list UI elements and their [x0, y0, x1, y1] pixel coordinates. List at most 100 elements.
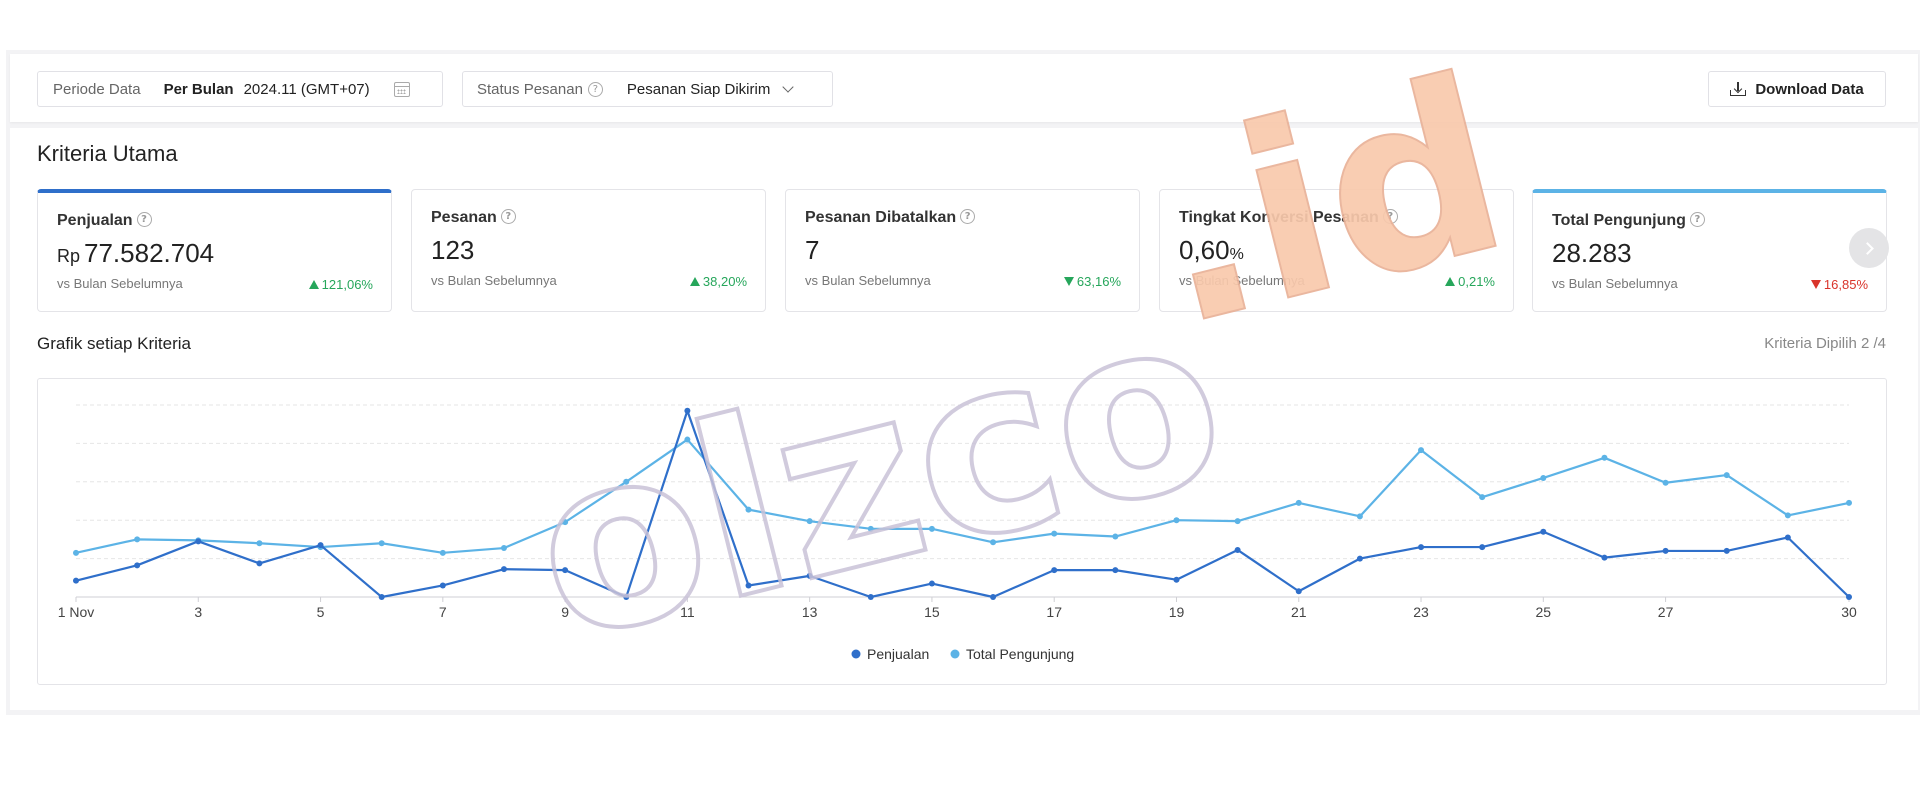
series-line-total-pengunjung	[75, 438, 1850, 554]
data-point	[623, 594, 630, 600]
data-point	[134, 536, 141, 543]
data-point	[1723, 547, 1730, 554]
data-point	[1846, 499, 1852, 506]
x-tick-label: 17	[1046, 604, 1062, 620]
data-point	[1662, 479, 1669, 486]
help-icon[interactable]: ?	[136, 212, 152, 228]
data-point	[439, 582, 446, 589]
card-title: Pesanan?	[431, 209, 516, 227]
card-change: 121,06%	[308, 277, 373, 292]
help-icon[interactable]: ?	[1382, 209, 1398, 225]
chart-container: 1 Nov 3 5 7 9 11 13 15 17 19 21 23 25 27 30 Penjualan To…	[37, 378, 1887, 685]
data-point	[1418, 447, 1425, 454]
x-tick-label: 3	[194, 604, 202, 620]
data-point	[1173, 517, 1180, 524]
calendar-icon[interactable]	[393, 81, 410, 97]
data-point	[1112, 567, 1119, 574]
card-title: Tingkat Konversi Pesanan?	[1179, 209, 1398, 227]
data-point	[378, 540, 385, 547]
data-point	[562, 567, 569, 574]
metric-card-pesanan[interactable]: Pesanan? 123 vs Bulan Sebelumnya 38,20%	[411, 189, 766, 312]
legend-label: Total Pengunjung	[966, 646, 1074, 662]
line-chart: 1 Nov 3 5 7 9 11 13 15 17 19 21 23 25 27 30 Penjualan To…	[58, 404, 1857, 662]
data-point	[867, 594, 874, 600]
card-title: Pesanan Dibatalkan?	[805, 209, 976, 227]
x-tick-label: 15	[924, 604, 940, 620]
arrow-up-icon	[689, 277, 700, 286]
x-tick-label: 19	[1169, 604, 1185, 620]
data-point	[1295, 499, 1302, 506]
metric-card-penjualan[interactable]: Penjualan? Rp 77.582.704 vs Bulan Sebelum…	[37, 189, 392, 312]
data-point	[378, 594, 385, 600]
help-icon[interactable]: ?	[1689, 212, 1705, 228]
data-point	[806, 572, 813, 579]
next-cards-button[interactable]	[1849, 228, 1889, 268]
chevron-down-icon	[782, 81, 794, 93]
card-value: Rp 77.582.704	[57, 238, 215, 268]
download-label: Download Data	[1755, 80, 1864, 98]
data-point	[806, 518, 813, 525]
data-point	[317, 542, 324, 549]
card-value: 0,60%	[1179, 235, 1244, 265]
card-subtitle: vs Bulan Sebelumnya	[57, 276, 183, 291]
data-point	[745, 582, 752, 589]
data-point	[1173, 576, 1180, 583]
legend-marker	[950, 649, 960, 659]
data-point	[439, 549, 446, 556]
x-tick-label: 27	[1658, 604, 1674, 620]
data-point	[256, 540, 263, 547]
legend-label: Penjualan	[867, 646, 929, 662]
help-icon[interactable]: ?	[500, 209, 516, 225]
data-point	[1540, 474, 1547, 481]
card-change: 63,16%	[1063, 274, 1121, 289]
arrow-down-icon	[1810, 280, 1821, 289]
card-subtitle: vs Bulan Sebelumnya	[805, 273, 931, 288]
card-value: 123	[431, 235, 475, 265]
data-point	[1479, 494, 1486, 501]
card-title: Total Pengunjung?	[1552, 212, 1705, 230]
download-data-button[interactable]: Download Data	[1708, 71, 1886, 107]
data-point	[928, 525, 935, 532]
period-filter[interactable]: Periode Data Per Bulan 2024.11 (GMT+07)	[37, 71, 443, 107]
legend-marker	[851, 649, 861, 659]
data-point	[195, 538, 202, 545]
data-point	[1051, 567, 1058, 574]
data-point	[562, 519, 569, 526]
data-point	[684, 407, 691, 414]
data-point	[73, 577, 79, 584]
data-point	[990, 539, 997, 546]
data-point	[134, 562, 141, 569]
x-tick-label: 11	[680, 604, 695, 620]
data-point	[1601, 454, 1608, 461]
card-change: 16,85%	[1810, 277, 1868, 292]
metric-card-total-pengunjung[interactable]: Total Pengunjung? 28.283 vs Bulan Sebelu…	[1532, 189, 1887, 312]
data-point	[623, 478, 630, 485]
arrow-up-icon	[308, 280, 319, 289]
section-title: Kriteria Utama	[37, 141, 178, 166]
status-filter[interactable]: Status Pesanan ? Pesanan Siap Dikirim	[462, 71, 833, 107]
data-point	[1112, 533, 1119, 540]
chevron-right-icon	[1860, 241, 1874, 255]
metric-card-pesanan-dibatalkan[interactable]: Pesanan Dibatalkan? 7 vs Bulan Sebelumny…	[785, 189, 1140, 312]
data-point	[1295, 588, 1302, 595]
data-point	[990, 594, 997, 600]
metric-card-tingkat-konversi[interactable]: Tingkat Konversi Pesanan? 0,60% vs Bulan…	[1159, 189, 1514, 312]
period-label: Periode Data	[53, 80, 141, 98]
status-label: Status Pesanan	[477, 80, 583, 98]
data-point	[1418, 544, 1425, 551]
status-value: Pesanan Siap Dikirim	[626, 80, 771, 98]
data-point	[1846, 594, 1852, 600]
period-type: Per Bulan	[163, 80, 234, 98]
card-change: 0,21%	[1445, 274, 1495, 289]
help-icon[interactable]: ?	[960, 209, 976, 225]
card-subtitle: vs Bulan Sebelumnya	[1552, 276, 1678, 291]
help-icon[interactable]: ?	[587, 81, 603, 97]
x-tick-label: 21	[1291, 604, 1307, 620]
data-point	[1051, 530, 1058, 537]
data-point	[1540, 528, 1547, 535]
x-tick-label: 13	[802, 604, 818, 620]
data-point	[1356, 513, 1363, 520]
card-subtitle: vs Bulan Sebelumnya	[431, 273, 557, 288]
series-line-penjualan	[75, 409, 1850, 599]
data-point	[1479, 544, 1486, 551]
